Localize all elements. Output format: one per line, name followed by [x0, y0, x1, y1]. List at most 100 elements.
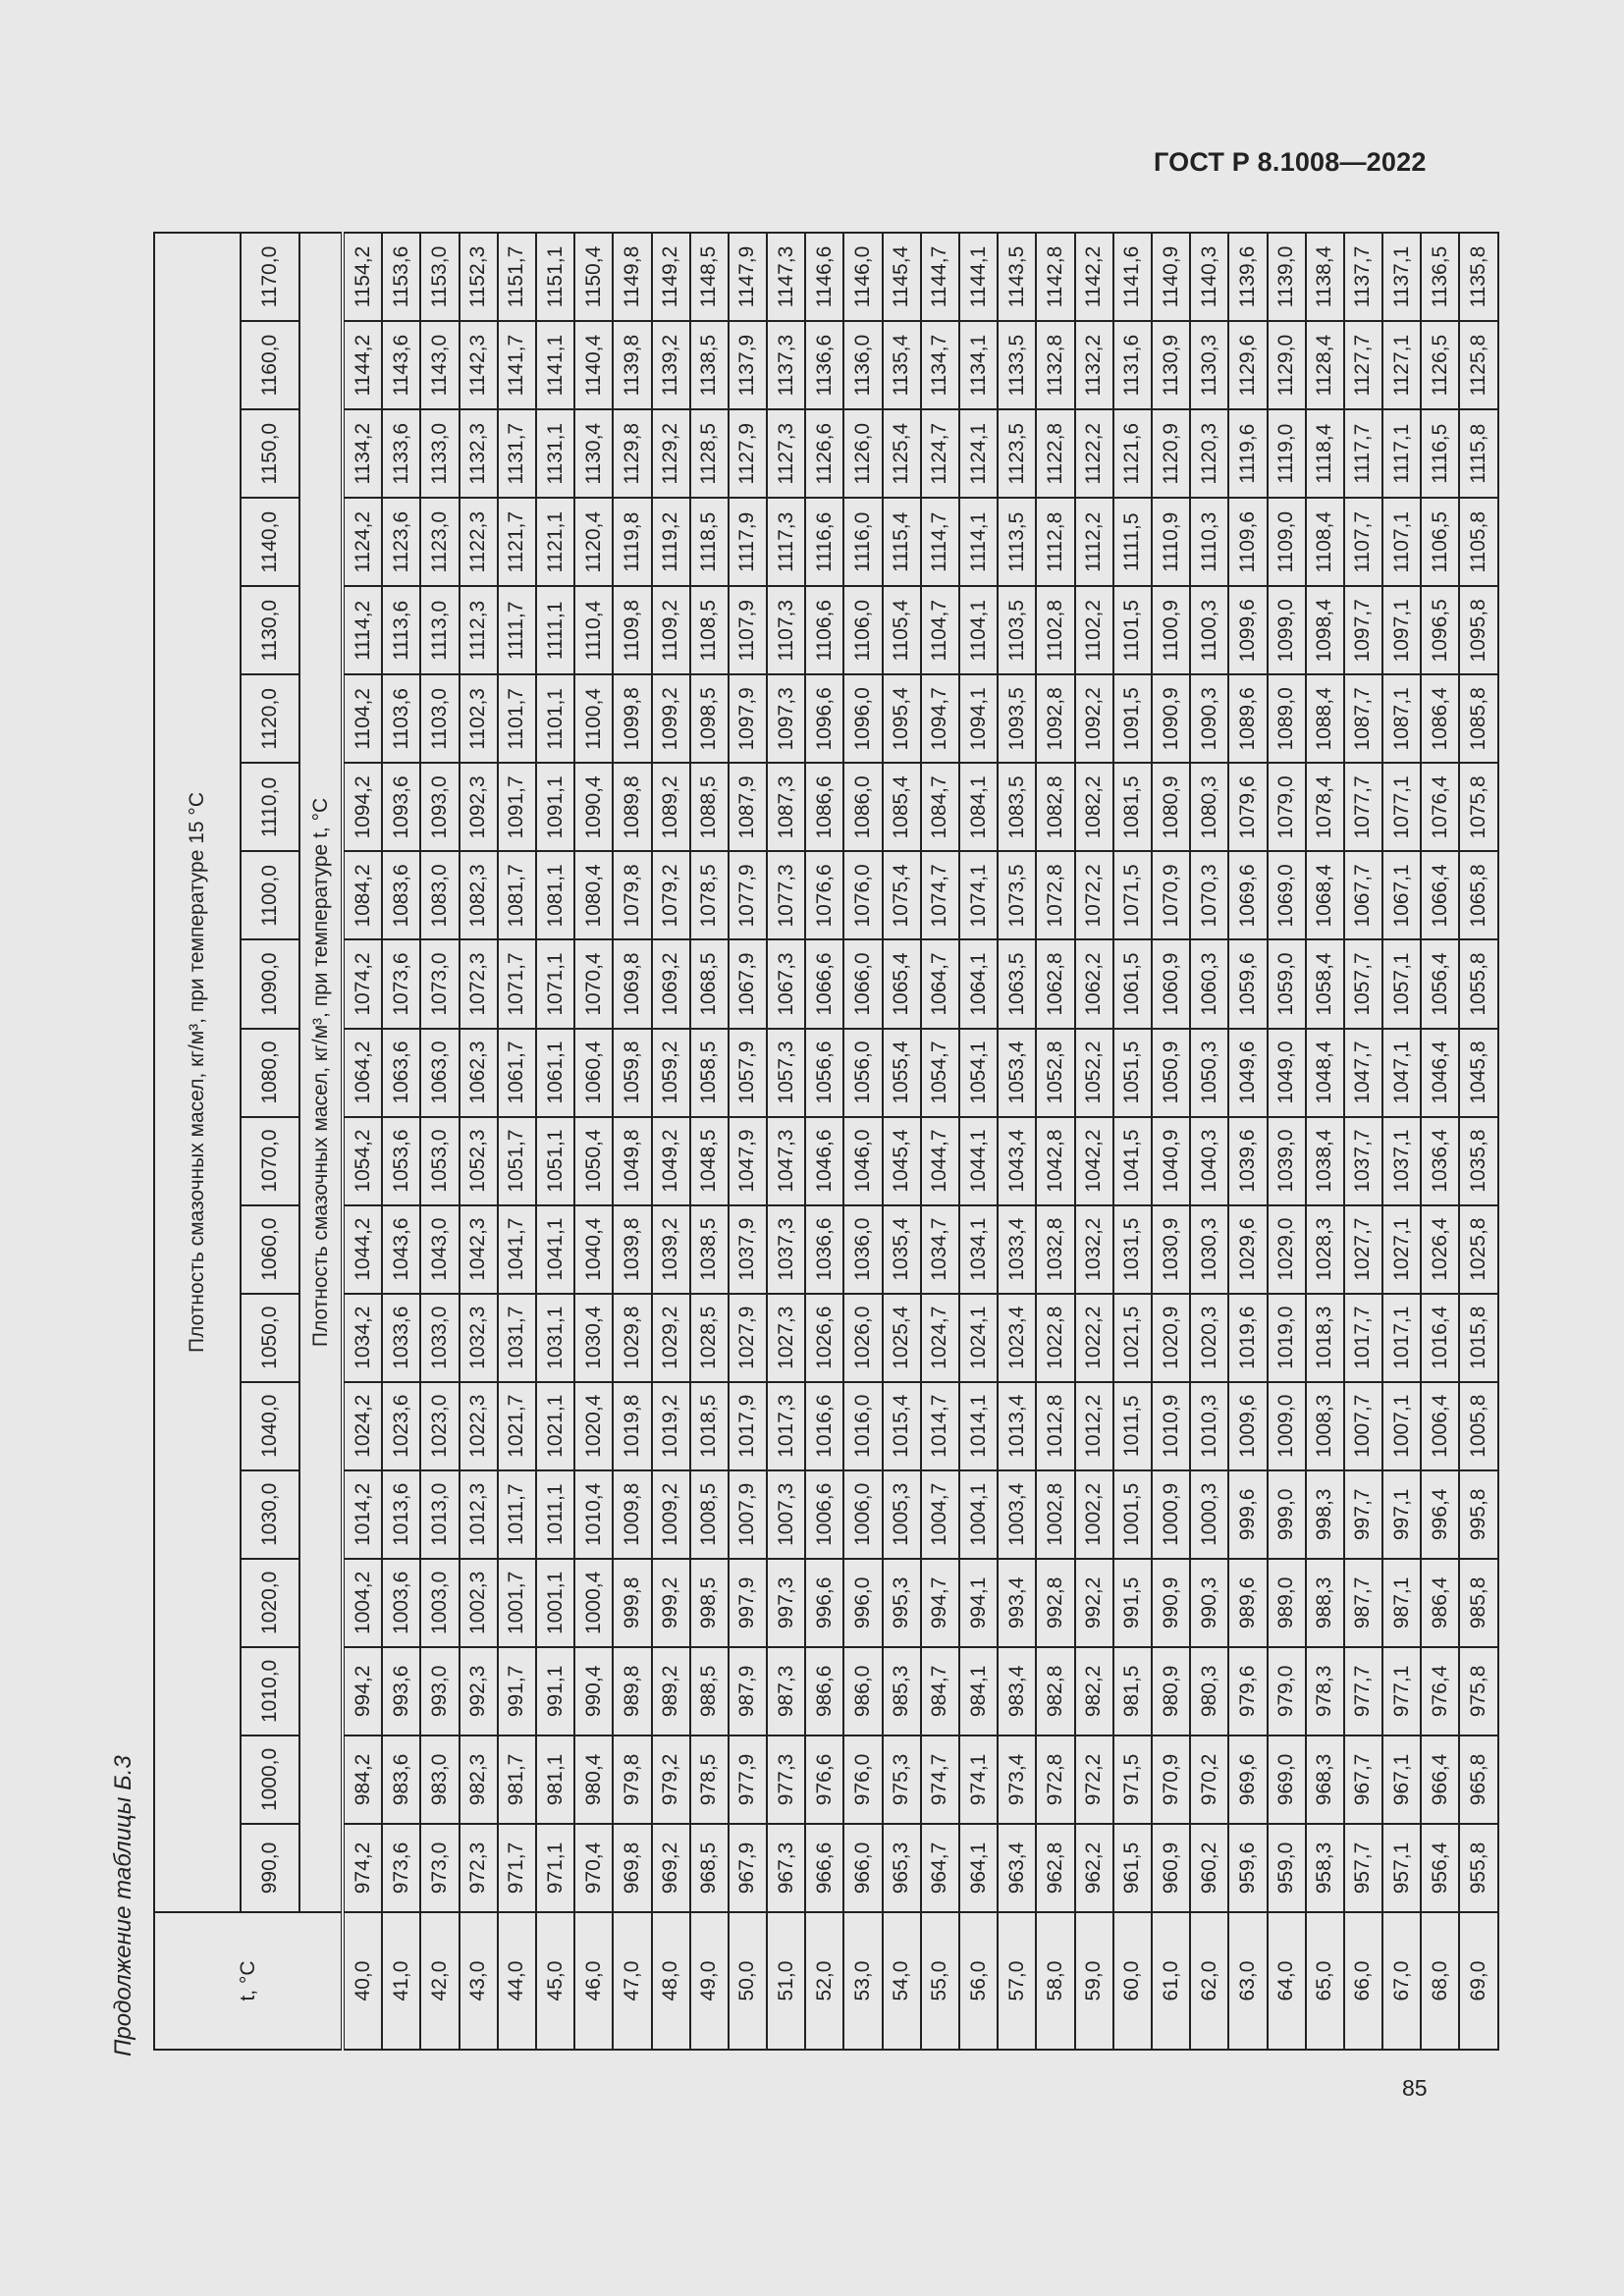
density-cell: 1041,5	[1112, 1116, 1152, 1205]
density-cell: 1095,8	[1459, 586, 1498, 675]
density-cell: 1143,0	[420, 321, 460, 410]
table-row: 47,0 969,8 979,8 989,8 999,8 1009,8 1019,8 1029…	[613, 233, 652, 2050]
density-cell: 991,7	[497, 1646, 536, 1735]
density-cell: 1055,4	[882, 1028, 921, 1117]
density-cell: 1117,9	[728, 498, 768, 587]
density-cell: 1060,4	[574, 1028, 614, 1117]
density-cell: 986,0	[843, 1646, 883, 1735]
density-cell: 1130,3	[1190, 321, 1229, 410]
density-cell: 1114,1	[959, 498, 999, 587]
table-row: 58,0 962,8 972,8 982,8 992,8 1002,8 1012,8 1022…	[1036, 233, 1075, 2050]
density-cell: 1077,3	[767, 851, 806, 940]
density-cell: 987,9	[728, 1646, 768, 1735]
density-cell: 1085,8	[1459, 674, 1498, 764]
density-cell: 1056,4	[1421, 939, 1460, 1029]
density-cell: 973,4	[998, 1735, 1037, 1824]
density-cell: 1001,1	[535, 1558, 575, 1647]
density-cell: 1066,0	[843, 939, 883, 1029]
density-cell: 989,8	[613, 1646, 652, 1735]
density-cell: 1004,7	[920, 1469, 959, 1559]
density-cell: 1057,1	[1382, 939, 1422, 1029]
density-cell: 990,3	[1190, 1558, 1229, 1647]
temperature-cell: 68,0	[1421, 1912, 1460, 2050]
density-cell: 976,0	[843, 1735, 883, 1824]
density-cell: 992,8	[1036, 1558, 1075, 1647]
density-cell: 1124,7	[920, 409, 959, 499]
density-cell: 1039,8	[613, 1204, 652, 1294]
density-cell: 1007,9	[728, 1469, 768, 1559]
density-cell: 1070,3	[1190, 851, 1229, 940]
density-cell: 1011,7	[497, 1469, 536, 1559]
density-cell: 1061,7	[497, 1028, 536, 1117]
temperature-cell: 44,0	[497, 1912, 536, 2050]
density-cell: 1004,1	[959, 1469, 999, 1559]
density-cell: 1043,4	[998, 1116, 1037, 1205]
table-caption: Продолжение таблицы Б.3	[110, 1755, 136, 2056]
density-cell: 1143,5	[998, 233, 1037, 322]
density-cell: 995,3	[882, 1558, 921, 1647]
density-cell: 1072,3	[459, 939, 498, 1029]
density-cell: 1077,1	[1382, 763, 1422, 852]
density-cell: 983,6	[382, 1735, 421, 1824]
density-cell: 1046,0	[843, 1116, 883, 1205]
density-cell: 981,7	[497, 1735, 536, 1824]
density-cell: 1020,3	[1190, 1293, 1229, 1382]
density-cell: 1019,2	[651, 1381, 690, 1470]
temperature-cell: 42,0	[420, 1912, 460, 2050]
density-cell: 1044,2	[343, 1204, 383, 1294]
density-cell: 970,2	[1190, 1735, 1229, 1824]
density-cell: 1144,7	[920, 233, 959, 322]
density-cell: 1100,9	[1151, 586, 1191, 675]
density-cell: 1079,0	[1267, 763, 1306, 852]
density-cell: 1029,0	[1267, 1204, 1306, 1294]
density-cell: 1120,4	[574, 498, 614, 587]
density-cell: 1029,6	[1228, 1204, 1268, 1294]
density-cell: 1137,7	[1343, 233, 1383, 322]
column-header: 1060,0	[241, 1204, 299, 1294]
density-cell: 1014,1	[959, 1381, 999, 1470]
density-cell: 1135,4	[882, 321, 921, 410]
density-cell: 1043,6	[382, 1204, 421, 1294]
density-cell: 1047,7	[1343, 1028, 1383, 1117]
density-cell: 1147,9	[728, 233, 768, 322]
density-cell: 1024,2	[343, 1381, 383, 1470]
density-cell: 1080,4	[574, 851, 614, 940]
density-cell: 1123,6	[382, 498, 421, 587]
density-cell: 1127,7	[1343, 321, 1383, 410]
density-cell: 996,0	[843, 1558, 883, 1647]
density-cell: 1081,7	[497, 851, 536, 940]
density-cell: 1044,7	[920, 1116, 959, 1205]
density-cell: 1036,6	[805, 1204, 844, 1294]
density-cell: 1146,0	[843, 233, 883, 322]
density-cell: 1104,7	[920, 586, 959, 675]
column-header: 1030,0	[241, 1469, 299, 1559]
density-cell: 1101,1	[535, 674, 575, 764]
density-cell: 1129,6	[1228, 321, 1268, 410]
density-cell: 1099,8	[613, 674, 652, 764]
density-cell: 1010,9	[1151, 1381, 1191, 1470]
density-cell: 1057,9	[728, 1028, 768, 1117]
density-cell: 1133,6	[382, 409, 421, 499]
density-cell: 1129,8	[613, 409, 652, 499]
density-cell: 1141,7	[497, 321, 536, 410]
table-row: 57,0 963,4 973,4 983,4 993,4 1003,4 1013,4 1023…	[998, 233, 1037, 2050]
density-cell: 1149,2	[651, 233, 690, 322]
density-cell: 967,9	[728, 1823, 768, 1912]
column-header: 1130,0	[241, 586, 299, 675]
density-cell: 1037,9	[728, 1204, 768, 1294]
density-cell: 1139,6	[1228, 233, 1268, 322]
density-cell: 1039,0	[1267, 1116, 1306, 1205]
density-cell: 1103,6	[382, 674, 421, 764]
density-cell: 1107,3	[767, 586, 806, 675]
density-cell: 977,1	[1382, 1646, 1422, 1735]
column-header: 1110,0	[241, 763, 299, 852]
density-cell: 1112,3	[459, 586, 498, 675]
density-cell: 1038,5	[689, 1204, 729, 1294]
density-cell: 1054,7	[920, 1028, 959, 1117]
density-cell: 1051,1	[535, 1116, 575, 1205]
group-header-t: Плотность смазочных масел, кг/м³, при те…	[299, 233, 343, 1912]
density-cell: 1010,4	[574, 1469, 614, 1559]
density-cell: 1102,2	[1074, 586, 1113, 675]
density-cell: 1099,0	[1267, 586, 1306, 675]
density-cell: 982,8	[1036, 1646, 1075, 1735]
